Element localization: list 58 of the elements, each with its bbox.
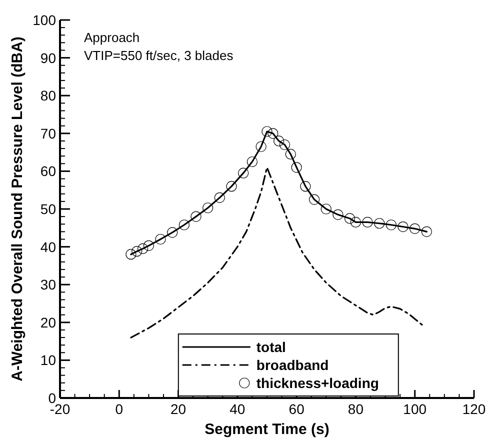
point: [386, 220, 396, 230]
y-tick-label: 40: [40, 238, 56, 255]
x-tick-label: 0: [115, 401, 124, 417]
x-tick-label: 40: [230, 401, 246, 417]
annotation: Approach: [84, 30, 140, 45]
y-tick-label: 80: [40, 88, 56, 104]
point: [332, 209, 344, 220]
point: [262, 126, 272, 137]
point: [246, 156, 258, 168]
point: [285, 148, 296, 160]
y-tick-label: 20: [40, 314, 56, 330]
point: [202, 202, 214, 214]
point: [300, 181, 311, 192]
point: [421, 226, 432, 237]
point: [256, 141, 266, 152]
point: [410, 223, 420, 234]
x-axis-title: Segment Time (s): [204, 421, 330, 438]
legend-label: total: [256, 339, 286, 355]
point: [274, 136, 284, 146]
x-tick-label: 80: [348, 401, 364, 417]
x-tick-label: 60: [288, 401, 305, 417]
y-tick-label: 0: [48, 390, 56, 406]
point: [362, 216, 373, 228]
point: [344, 213, 356, 224]
point: [238, 168, 249, 178]
y-tick-label: 10: [40, 352, 56, 368]
x-tick-label: 20: [170, 401, 186, 417]
point: [309, 194, 320, 205]
point: [138, 243, 148, 254]
point: [214, 192, 225, 203]
point: [132, 246, 142, 257]
point: [226, 181, 237, 192]
point: [167, 227, 178, 238]
x-tick-label: 120: [462, 401, 486, 417]
point: [320, 204, 332, 214]
y-tick-label: 60: [40, 163, 56, 180]
x-tick-label: 100: [403, 401, 427, 417]
point: [143, 240, 154, 251]
point: [279, 139, 290, 150]
y-axis-title: A-Weighted Overall Sound Pressure Level (dBA): [9, 36, 26, 382]
point: [374, 218, 385, 229]
point: [398, 221, 408, 232]
point: [350, 216, 362, 228]
line-series: [130, 166, 425, 338]
y-tick-label: 70: [40, 125, 56, 142]
y-tick-label: 100: [32, 12, 56, 28]
y-tick-label: 90: [40, 50, 56, 66]
point: [190, 211, 202, 222]
point: [291, 162, 302, 173]
annotation: VTIP=550 ft/sec, 3 blades: [84, 48, 234, 63]
point: [178, 220, 190, 230]
point: [268, 128, 278, 139]
legend-label: thickness+loading: [256, 375, 379, 391]
point: [126, 249, 136, 260]
y-tick-label: 50: [40, 201, 56, 217]
point: [155, 234, 166, 245]
legend-label: broadband: [256, 357, 329, 373]
y-tick-label: 30: [40, 276, 56, 293]
